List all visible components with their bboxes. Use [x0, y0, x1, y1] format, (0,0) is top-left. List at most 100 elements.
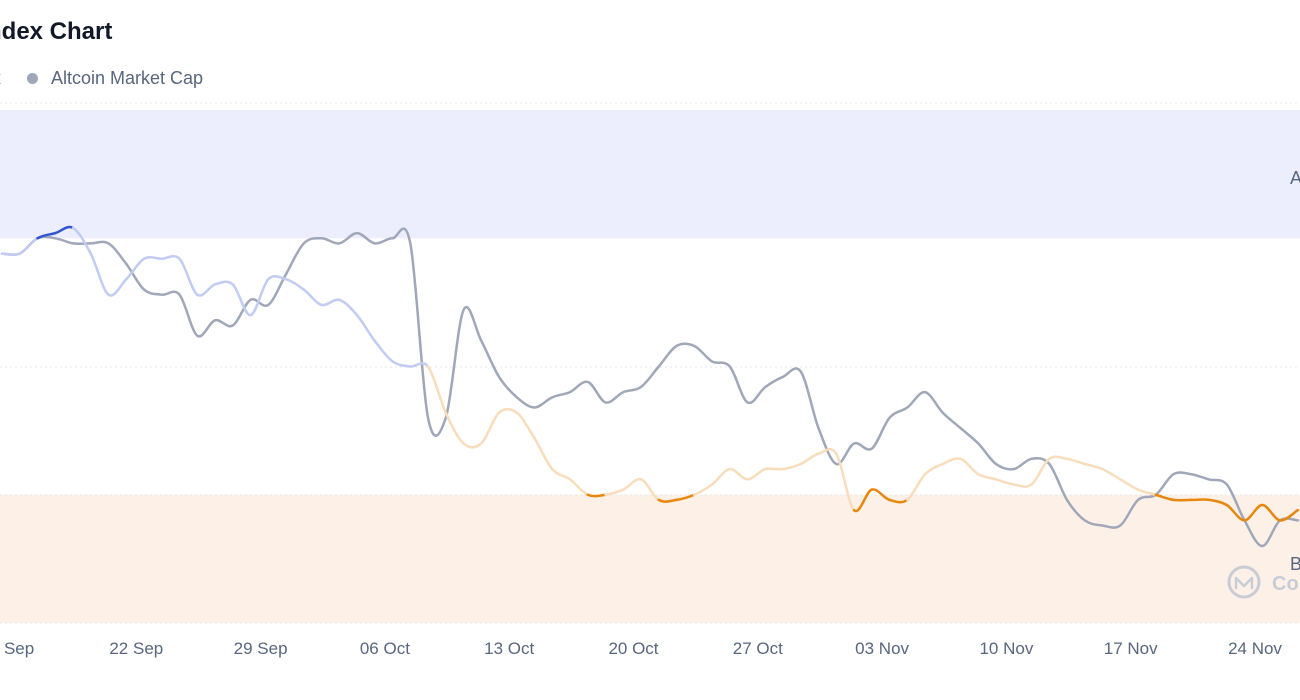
watermark-text: Co [1272, 573, 1299, 595]
line-altcoin-market-cap [0, 227, 1300, 548]
index-line-segment [1048, 455, 1069, 461]
index-line-segment [391, 360, 412, 368]
series-index [0, 225, 1299, 522]
index-line-segment [568, 478, 589, 496]
index-line-segment [1101, 467, 1122, 481]
index-line-segment [320, 298, 341, 307]
index-line-segment [746, 467, 767, 481]
index-line-segment [764, 467, 785, 471]
index-line-segment [1261, 503, 1282, 522]
chart-legend: x Altcoin Market Cap [0, 68, 203, 89]
x-tick-label: 13 Oct [484, 639, 534, 658]
index-line-segment [728, 467, 749, 481]
index-line-segment [125, 257, 146, 281]
x-axis: 5 Sep 22 Sep 29 Sep 06 Oct 13 Oct 20 Oct 27 Oc… [0, 639, 1282, 658]
index-line-segment [1065, 457, 1086, 466]
index-line-segment [302, 288, 323, 307]
watermark: Co [1227, 565, 1299, 599]
x-tick-label: 29 Sep [234, 639, 288, 658]
index-line-segment [959, 457, 980, 476]
legend-label-index: x [0, 68, 1, 89]
index-line-segment [142, 256, 163, 261]
index-line-segment [852, 488, 873, 513]
index-line-segment [906, 472, 927, 502]
index-line-segment [1278, 508, 1299, 522]
index-line-segment [1225, 503, 1246, 522]
index-line-segment [622, 477, 643, 491]
index-line-segment [1083, 462, 1104, 471]
x-tick-label: 20 Oct [608, 639, 658, 658]
altseason-zone [0, 110, 1300, 239]
index-line-segment [373, 339, 394, 363]
index-line-segment [710, 467, 731, 486]
index-line-segment [231, 283, 252, 317]
index-line-segment [462, 442, 483, 449]
index-line-segment [533, 437, 554, 471]
index-line-segment [870, 488, 891, 502]
index-line-segment [426, 365, 447, 414]
index-line-segment [1136, 488, 1157, 496]
index-line-segment [178, 257, 199, 296]
index-line-segment [1030, 457, 1051, 486]
index-line-segment [497, 407, 518, 414]
index-line-segment [586, 493, 607, 498]
index-line-segment [54, 225, 75, 235]
index-line-segment [1119, 478, 1140, 491]
index-line-segment [0, 252, 21, 257]
index-line-segment [923, 462, 944, 476]
index-line-segment [160, 254, 181, 261]
zone-label-bottom: B [1290, 554, 1300, 574]
index-line-segment [71, 226, 92, 255]
series-altcoin-market-cap [0, 227, 1300, 548]
index-line-segment [551, 467, 572, 481]
legend-item-altcoin-market-cap[interactable]: Altcoin Market Cap [27, 68, 203, 89]
chart-title: ndex Chart [0, 18, 113, 45]
index-line-segment [1243, 503, 1264, 522]
index-line-segment [888, 498, 909, 504]
index-line-segment [657, 498, 678, 503]
index-line-segment [338, 298, 359, 317]
legend-item-index[interactable]: x [0, 68, 1, 89]
index-line-segment [1154, 493, 1175, 502]
grid-lines [0, 102, 1300, 624]
index-line-segment [604, 488, 625, 496]
index-line-segment [107, 278, 128, 297]
index-line-segment [196, 283, 217, 297]
x-tick-label: 27 Oct [733, 639, 783, 658]
index-line-segment [994, 478, 1015, 486]
index-line-segment [480, 411, 501, 445]
index-line-segment [355, 313, 376, 343]
index-line-segment [213, 280, 234, 286]
x-tick-label: 22 Sep [109, 639, 163, 658]
x-tick-label: 06 Oct [360, 639, 410, 658]
index-line-segment [799, 452, 820, 466]
index-line-segment [409, 362, 430, 368]
index-line-segment [639, 478, 660, 502]
x-tick-label: 17 Nov [1104, 639, 1158, 658]
index-line-segment [941, 457, 962, 466]
index-line-segment [835, 452, 856, 512]
index-line-segment [1207, 498, 1228, 507]
index-line-segment [977, 472, 998, 481]
x-tick-label: 24 Nov [1228, 639, 1282, 658]
index-line-segment [817, 447, 838, 455]
x-tick-label: 10 Nov [979, 639, 1033, 658]
index-line-segment [267, 274, 288, 281]
index-line-segment [89, 252, 110, 296]
x-tick-label: 03 Nov [855, 639, 909, 658]
index-line-segment [36, 231, 57, 240]
index-line-segment [675, 493, 696, 502]
index-line-segment [515, 411, 536, 440]
zone-label-top: A [1290, 168, 1300, 188]
index-line-segment [18, 237, 39, 255]
x-tick-label: 5 Sep [0, 639, 34, 658]
bitcoin-season-zone [0, 494, 1300, 623]
legend-dot-altcoin-market-cap [27, 73, 38, 84]
index-line-segment [249, 278, 270, 317]
index-line-segment [444, 411, 465, 445]
index-line-segment [284, 278, 305, 291]
index-line-segment [781, 462, 802, 471]
legend-label-altcoin-market-cap: Altcoin Market Cap [51, 68, 204, 88]
index-line-segment [1012, 483, 1033, 488]
